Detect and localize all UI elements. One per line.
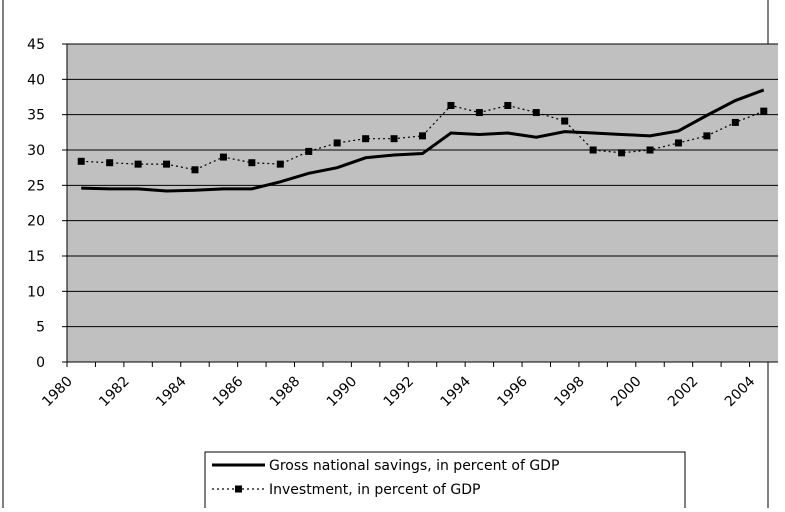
data-point xyxy=(760,107,768,115)
x-tick-label: 1990 xyxy=(324,374,361,411)
data-point xyxy=(134,160,142,168)
legend-label: Gross national savings, in percent of GD… xyxy=(269,458,559,474)
y-tick-label: 20 xyxy=(27,214,45,230)
data-point xyxy=(646,146,654,154)
legend-marker xyxy=(235,485,242,493)
data-point xyxy=(106,159,114,167)
x-tick-label: 1986 xyxy=(210,373,247,410)
x-tick-label: 1996 xyxy=(494,373,531,410)
data-point xyxy=(191,166,199,174)
x-tick-label: 1980 xyxy=(39,374,76,411)
data-point xyxy=(447,101,455,109)
y-tick-label: 35 xyxy=(27,108,45,124)
data-point xyxy=(390,135,398,143)
x-tick-label: 2002 xyxy=(665,374,702,411)
data-point xyxy=(419,132,426,140)
y-tick-label: 0 xyxy=(36,355,45,371)
data-point xyxy=(589,146,597,154)
y-tick-label: 5 xyxy=(36,320,45,336)
series-line xyxy=(81,88,765,193)
legend-label: Investment, in percent of GDP xyxy=(269,482,481,498)
data-point xyxy=(163,160,171,168)
x-tick-label: 1992 xyxy=(381,374,418,411)
y-tick-label: 25 xyxy=(27,178,45,194)
data-point xyxy=(77,157,85,165)
x-tick-label: 2004 xyxy=(722,373,759,410)
y-tick-label: 10 xyxy=(27,284,45,300)
data-point xyxy=(362,135,370,143)
data-point xyxy=(248,159,256,167)
data-point xyxy=(276,160,284,168)
data-point xyxy=(561,117,569,125)
y-tick-label: 15 xyxy=(27,249,45,265)
x-tick-label: 1994 xyxy=(437,373,474,410)
data-point xyxy=(731,118,739,126)
data-point xyxy=(504,101,512,109)
data-point xyxy=(618,149,626,157)
legend-box xyxy=(204,451,686,512)
data-point xyxy=(305,147,313,155)
data-point xyxy=(703,132,711,140)
data-point xyxy=(532,109,540,117)
data-point xyxy=(475,109,483,117)
data-point xyxy=(674,139,682,147)
y-tick-label: 30 xyxy=(27,143,45,159)
y-tick-label: 40 xyxy=(27,72,45,88)
x-tick-label: 1984 xyxy=(153,373,190,410)
x-tick-label: 1982 xyxy=(96,374,133,411)
data-point xyxy=(219,153,227,161)
plot-area xyxy=(67,44,778,362)
x-tick-label: 2000 xyxy=(608,374,645,411)
x-tick-label: 1998 xyxy=(551,374,588,411)
data-point xyxy=(333,139,341,147)
x-tick-label: 1988 xyxy=(267,374,304,411)
y-tick-label: 45 xyxy=(27,37,45,53)
